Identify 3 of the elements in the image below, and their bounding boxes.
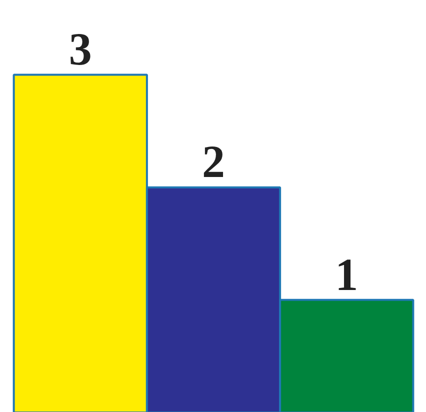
data-label: 3 [68, 24, 92, 75]
data-label: 1 [335, 248, 358, 300]
data-label: 2 [202, 136, 225, 188]
